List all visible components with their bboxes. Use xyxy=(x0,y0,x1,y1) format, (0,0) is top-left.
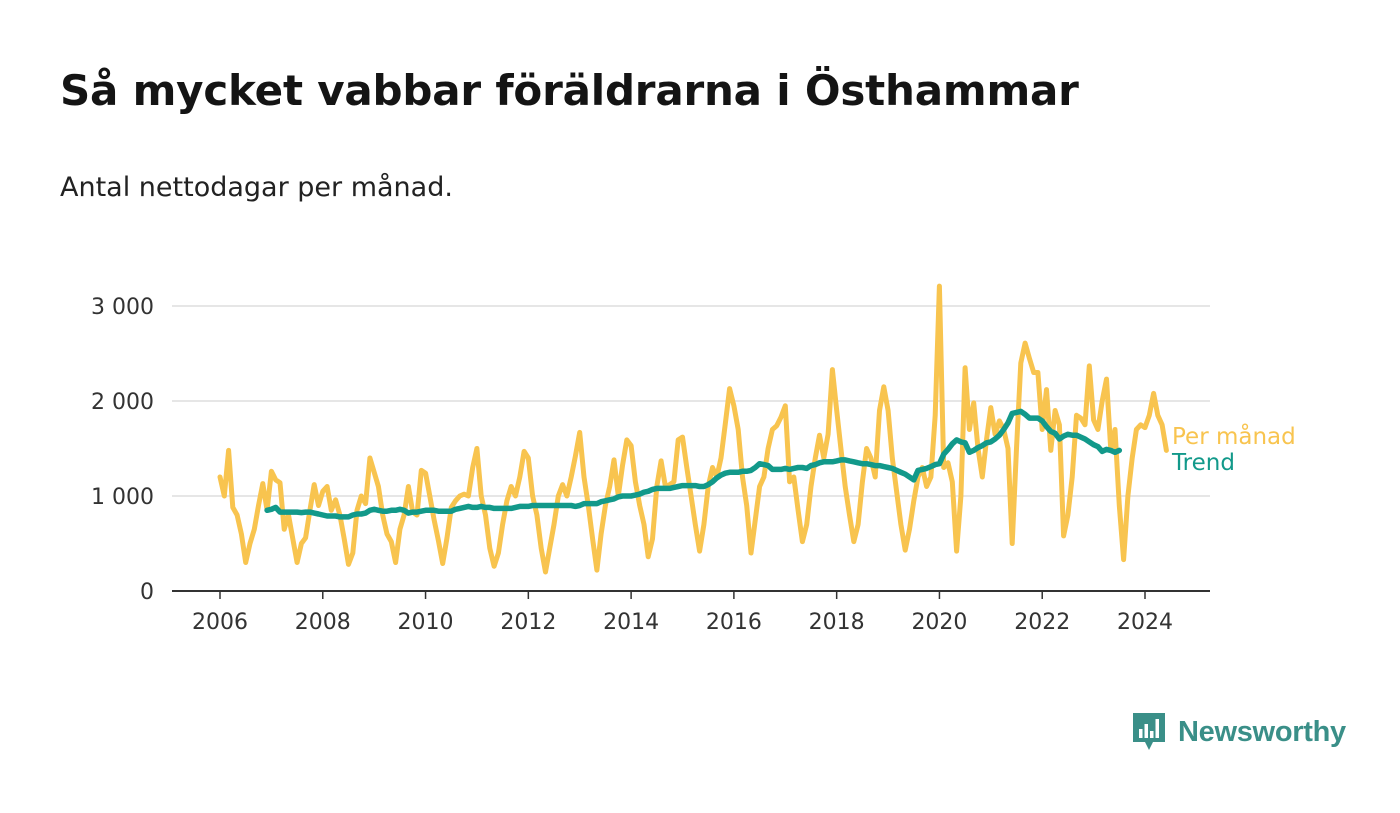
series-line-per-manad xyxy=(217,283,1169,575)
x-tick-label: 2008 xyxy=(295,610,351,635)
x-tick-label: 2018 xyxy=(809,610,865,635)
newsworthy-brand: Newsworthy xyxy=(1132,712,1346,752)
chart-subtitle: Antal nettodagar per månad. xyxy=(60,172,453,203)
series-line-trend xyxy=(264,408,1123,520)
series-labels: Per månad Trend xyxy=(1171,422,1296,476)
series-label-trend: Trend xyxy=(1171,450,1235,476)
x-tick-label: 2014 xyxy=(603,610,659,635)
y-tick-label: 2 000 xyxy=(91,390,154,415)
series-label-per-manad: Per månad xyxy=(1172,422,1296,450)
y-tick-label: 1 000 xyxy=(91,485,154,510)
newsworthy-brand-name: Newsworthy xyxy=(1178,715,1346,748)
x-tick-label: 2006 xyxy=(192,610,248,635)
series xyxy=(217,283,1169,575)
axes: 0 1 000 2 000 3 000 2006 2008 2010 2012 2014 2016… xyxy=(91,295,1210,635)
chart-title: Så mycket vabbar föräldrarna i Östhammar xyxy=(60,66,1079,115)
y-tick-label: 3 000 xyxy=(91,295,154,320)
x-tick-label: 2016 xyxy=(706,610,762,635)
y-tick-label: 0 xyxy=(140,580,154,605)
x-tick-label: 2022 xyxy=(1014,610,1070,635)
x-tick-label: 2024 xyxy=(1117,610,1173,635)
x-tick-label: 2012 xyxy=(500,610,556,635)
x-tick-label: 2020 xyxy=(911,610,967,635)
x-tick-label: 2010 xyxy=(398,610,454,635)
gridlines xyxy=(172,305,1210,497)
newsworthy-logo-icon xyxy=(1133,713,1165,750)
